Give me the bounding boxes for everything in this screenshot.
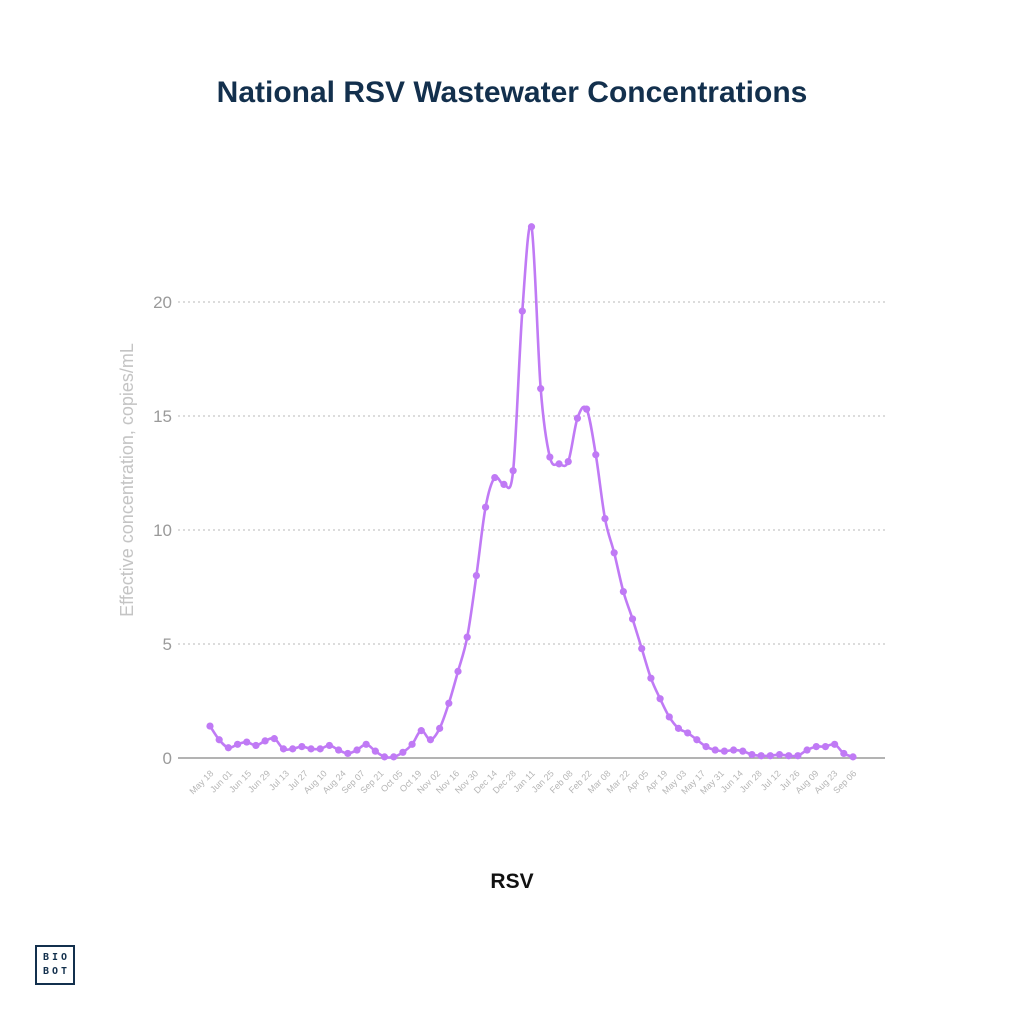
data-point (766, 752, 774, 760)
data-point (215, 736, 223, 744)
data-point (729, 746, 738, 754)
data-point (491, 473, 499, 482)
data-point (775, 750, 784, 759)
data-point (408, 740, 416, 748)
data-point (555, 460, 563, 468)
page-title: National RSV Wastewater Concentrations (216, 76, 808, 109)
data-point (720, 747, 729, 755)
data-point (684, 729, 692, 737)
data-point (573, 414, 582, 422)
data-point (537, 385, 545, 393)
y-tick-label: 0 (163, 749, 172, 768)
data-point (812, 743, 820, 751)
data-point (711, 746, 719, 754)
data-point (583, 405, 591, 413)
x-axis-label: RSV (490, 870, 534, 893)
data-point (344, 749, 352, 758)
data-point (592, 451, 600, 459)
data-point (610, 549, 618, 557)
data-point (509, 467, 517, 475)
data-point (436, 724, 444, 732)
data-point (353, 746, 361, 754)
data-point (546, 453, 554, 461)
y-tick-label: 20 (153, 293, 172, 312)
data-point (335, 746, 343, 754)
logo-line-2: BOT (42, 966, 71, 977)
y-tick-label: 15 (153, 407, 172, 426)
y-tick-label: 5 (163, 635, 172, 654)
data-point (417, 727, 425, 735)
data-point (362, 740, 370, 748)
data-point (849, 753, 857, 761)
data-point (748, 750, 756, 759)
data-point (270, 735, 278, 743)
data-point (454, 667, 462, 675)
data-point (224, 744, 232, 752)
data-point (647, 674, 655, 682)
data-point (298, 743, 306, 751)
data-point (500, 480, 508, 488)
data-point (472, 572, 480, 580)
data-point (619, 587, 627, 596)
data-point (261, 737, 269, 745)
data-point (399, 748, 407, 756)
data-point (518, 307, 526, 315)
data-point (564, 458, 572, 466)
x-tick-label: May 18 (187, 768, 215, 796)
data-point (206, 722, 214, 730)
data-point (481, 503, 490, 511)
data-point (601, 515, 609, 523)
data-point (831, 740, 839, 748)
data-point (371, 747, 379, 755)
data-point (316, 745, 324, 753)
data-point (638, 644, 646, 653)
data-point (243, 738, 251, 746)
data-point (693, 736, 701, 744)
data-point (233, 740, 242, 748)
logo-line-1: BIO (42, 952, 71, 963)
data-point (307, 745, 315, 753)
data-point (757, 752, 765, 760)
x-tick-label: Jul 12 (759, 768, 783, 792)
data-point (628, 615, 637, 623)
biobot-logo: BIO BOT (35, 945, 75, 985)
data-point (289, 745, 297, 753)
data-point (380, 753, 389, 761)
data-point (252, 741, 260, 750)
data-point (325, 741, 334, 750)
data-point (702, 743, 710, 751)
data-point (739, 747, 747, 755)
data-point (665, 713, 673, 721)
rsv-series-line (208, 223, 855, 759)
data-point (803, 746, 811, 754)
data-point (279, 745, 288, 753)
data-point (674, 724, 683, 732)
data-point (794, 752, 802, 760)
data-point (527, 223, 536, 231)
y-tick-label: 10 (153, 521, 172, 540)
data-point (445, 699, 453, 707)
data-point (840, 749, 848, 758)
data-point (390, 753, 398, 761)
y-axis-label: Effective concentration, copies/mL (117, 343, 137, 617)
data-point (463, 633, 471, 641)
data-point (656, 695, 664, 703)
data-point (426, 736, 435, 744)
data-point (785, 752, 793, 760)
x-tick-label: Jul 13 (267, 768, 291, 792)
data-point (821, 743, 830, 751)
